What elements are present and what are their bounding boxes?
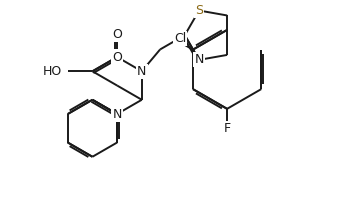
Text: O: O bbox=[112, 50, 122, 63]
Text: N: N bbox=[112, 108, 122, 121]
Text: O: O bbox=[112, 27, 122, 40]
Text: F: F bbox=[224, 122, 230, 135]
Text: N: N bbox=[194, 53, 204, 66]
Text: S: S bbox=[195, 4, 203, 17]
Text: Cl: Cl bbox=[174, 32, 186, 45]
Text: HO: HO bbox=[43, 65, 62, 78]
Text: N: N bbox=[137, 65, 146, 78]
